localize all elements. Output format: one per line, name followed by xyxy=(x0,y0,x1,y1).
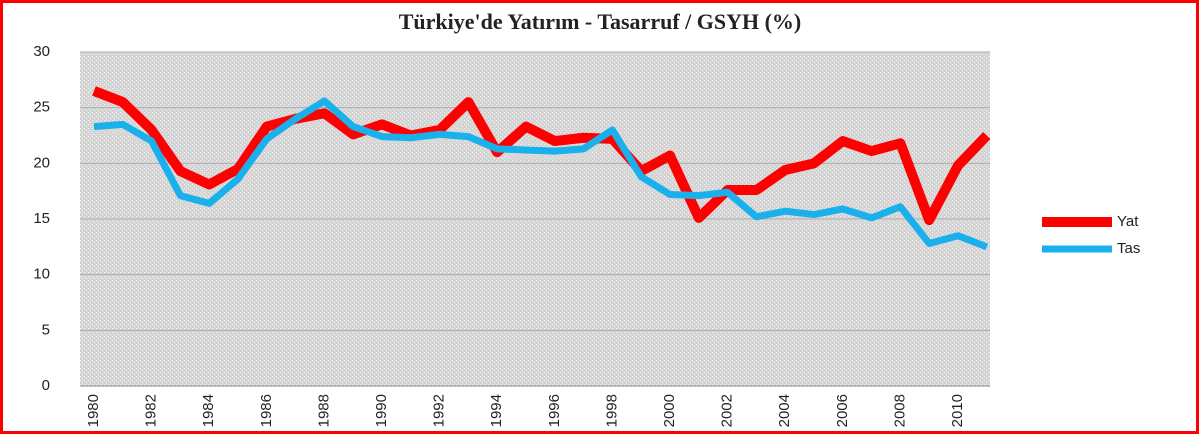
legend-label: Tas xyxy=(1117,240,1140,257)
x-tick-label: 1980 xyxy=(85,394,102,427)
x-tick-label: 2000 xyxy=(661,394,678,427)
y-tick-label: 25 xyxy=(33,99,50,116)
x-tick-label: 2006 xyxy=(834,394,851,427)
x-tick-label: 1988 xyxy=(315,394,332,427)
x-tick-label: 2004 xyxy=(776,394,793,427)
series-line xyxy=(92,86,991,226)
x-tick-label: 2002 xyxy=(719,394,736,427)
x-tick-label: 1984 xyxy=(200,394,217,427)
x-tick-label: 1990 xyxy=(373,394,390,427)
x-tick-label: 1994 xyxy=(488,394,505,427)
x-tick-label: 1998 xyxy=(603,394,620,427)
y-tick-label: 5 xyxy=(42,321,50,338)
y-tick-label: 10 xyxy=(33,266,50,283)
y-tick-label: 15 xyxy=(33,210,50,227)
x-tick-label: 1986 xyxy=(258,394,275,427)
y-tick-label: 0 xyxy=(42,377,50,394)
series-line xyxy=(93,97,989,251)
x-tick-label: 2010 xyxy=(949,394,966,427)
x-tick-label: 1982 xyxy=(143,394,160,427)
y-tick-label: 20 xyxy=(33,154,50,171)
x-tick-label: 1992 xyxy=(431,394,448,427)
x-tick-label: 1996 xyxy=(546,394,563,427)
legend-label: Yat xyxy=(1117,213,1139,230)
chart-title: Türkiye'de Yatırım - Tasarruf / GSYH (%) xyxy=(399,9,802,34)
y-tick-label: 30 xyxy=(33,43,50,60)
x-tick-label: 2008 xyxy=(891,394,908,427)
